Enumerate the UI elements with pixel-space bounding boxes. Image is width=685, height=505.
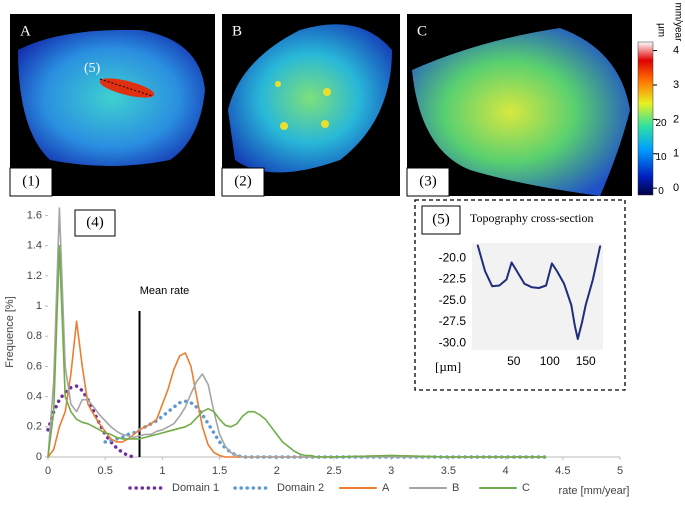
colorbar-unit: µm <box>655 23 666 37</box>
y-tick-label: 1.4 <box>27 240 42 252</box>
panel-marker: (5) <box>84 61 101 76</box>
y-tick-label: 1.2 <box>27 270 42 282</box>
series-line <box>46 384 136 459</box>
legend-label: B <box>452 482 459 494</box>
y-tick-label: 0.6 <box>27 360 42 372</box>
inset-title: Topography cross-section <box>470 211 593 225</box>
colorbar-tick-label: 0 <box>673 182 679 194</box>
x-tick-label: 2 <box>274 465 280 477</box>
inset-label: (5) <box>432 211 450 227</box>
inset-x-label: [µm] <box>435 359 461 374</box>
x-tick-label: 4 <box>503 465 509 477</box>
panel-letter: A <box>20 23 31 39</box>
panel-letter: C <box>417 23 427 39</box>
colorbar-tick-label: 1 <box>673 148 679 160</box>
y-tick-label: 1.6 <box>27 209 42 221</box>
colorbar-tick-label: 4 <box>673 45 679 57</box>
y-tick-label: 0.2 <box>27 421 42 433</box>
legend-label: A <box>382 482 390 494</box>
panel-letter: B <box>232 23 242 39</box>
inset-plot-area <box>472 243 603 350</box>
y-tick-label: -20.0 <box>439 250 467 264</box>
colorbar <box>637 41 654 196</box>
colorbar-tick-label: 3 <box>673 79 679 91</box>
panel-number: (3) <box>419 173 437 189</box>
colorbar-tick-label: 0 <box>658 186 664 197</box>
x-tick-label: 150 <box>576 354 596 368</box>
x-tick-label: 5 <box>617 465 623 477</box>
y-tick-label: 0.8 <box>27 330 42 342</box>
y-tick-label: -30.0 <box>439 335 467 349</box>
colorbar-tick-label: 10 <box>655 152 667 163</box>
x-tick-label: 2.5 <box>326 465 341 477</box>
legend-label: Domain 2 <box>277 482 324 494</box>
heatmap-b <box>222 14 400 196</box>
y-tick-label: 0 <box>36 451 42 463</box>
panel-number: (2) <box>234 173 252 189</box>
x-tick-label: 0.5 <box>98 465 113 477</box>
x-tick-label: 0 <box>45 465 51 477</box>
y-tick-label: 0.4 <box>27 391 42 403</box>
y-tick-label: -27.5 <box>439 314 467 328</box>
series-line <box>103 399 548 459</box>
series-line <box>47 207 547 458</box>
heatmap-c <box>407 14 632 196</box>
x-tick-label: 100 <box>540 354 560 368</box>
x-tick-label: 1.5 <box>212 465 227 477</box>
colorbar-unit: mm/year <box>672 3 683 43</box>
y-tick-label: -22.5 <box>439 272 467 286</box>
x-tick-label: 50 <box>507 354 521 368</box>
y-axis-label: Frequence [%] <box>4 296 16 368</box>
series-line <box>47 244 547 458</box>
panel-number-box <box>221 167 265 197</box>
series-line <box>476 244 602 340</box>
colorbar-tick-label: 20 <box>655 118 667 129</box>
panel-number-box <box>406 167 450 197</box>
heatmap-a <box>10 14 215 196</box>
annotation: Mean rate <box>140 285 190 297</box>
colorbar-tick-label: 2 <box>673 113 679 125</box>
x-tick-label: 3 <box>388 465 394 477</box>
panel-number-box <box>9 167 53 197</box>
inset-label-box <box>421 205 461 235</box>
y-tick-label: 1 <box>36 300 42 312</box>
panel-label: (4) <box>86 214 104 230</box>
x-tick-label: 1 <box>159 465 165 477</box>
legend-label: C <box>522 482 530 494</box>
x-tick-label: 3.5 <box>441 465 456 477</box>
x-axis-label: rate [mm/year] <box>559 485 630 497</box>
panel-label-box <box>74 209 116 237</box>
panel-number: (1) <box>22 173 40 189</box>
x-tick-label: 4.5 <box>555 465 570 477</box>
y-tick-label: -25.0 <box>439 293 467 307</box>
legend-label: Domain 1 <box>172 482 219 494</box>
